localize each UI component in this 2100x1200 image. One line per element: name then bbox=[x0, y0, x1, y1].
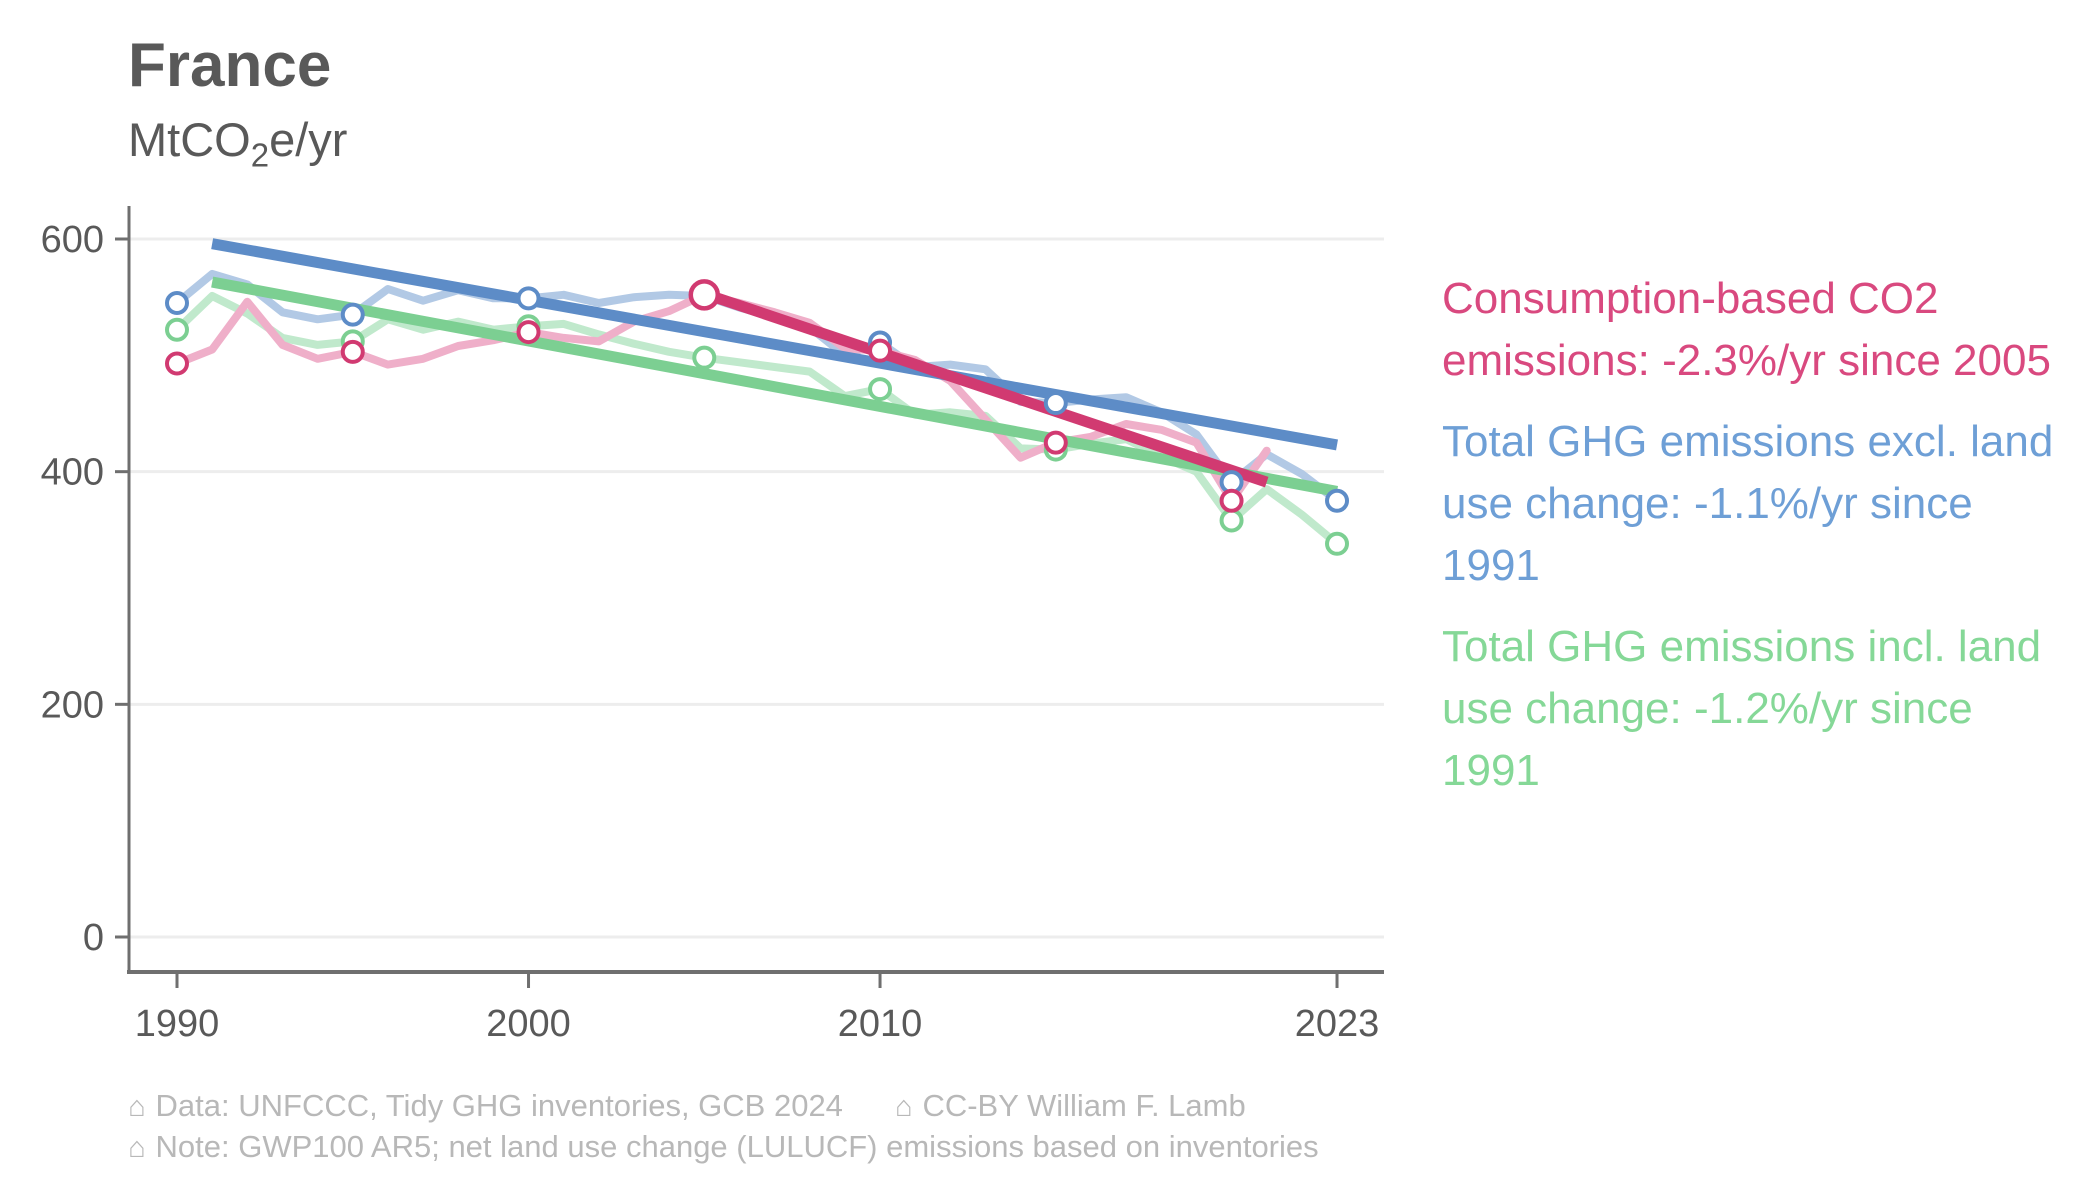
chart-legend: Consumption-based CO2 emissions: -2.3%/y… bbox=[1442, 268, 2100, 821]
legend-line: 1991 bbox=[1442, 541, 1540, 590]
legend-line: use change: -1.1%/yr since bbox=[1442, 479, 1973, 528]
data-marker-total-ghg-emissions-excl-land-use-change-1990 bbox=[165, 290, 189, 315]
data-marker-consumption-based-co2-emissions-2015 bbox=[1043, 430, 1068, 455]
units-pre: MtCO bbox=[128, 113, 251, 166]
house-icon: ⌂ bbox=[894, 1091, 913, 1123]
data-marker-consumption-based-co2-emissions-2010 bbox=[868, 338, 893, 363]
footnote-text: CC-BY William F. Lamb bbox=[922, 1088, 1246, 1123]
data-marker-consumption-based-co2-emissions-2020 bbox=[1219, 488, 1244, 513]
data-marker-total-ghg-emissions-incl-land-use-change-2005 bbox=[692, 345, 717, 370]
legend-item-consumption-co2: Consumption-based CO2 emissions: -2.3%/y… bbox=[1442, 268, 2100, 392]
data-marker-total-ghg-emissions-incl-land-use-change-2023 bbox=[1325, 531, 1350, 556]
page-title: France bbox=[128, 31, 332, 100]
data-marker-total-ghg-emissions-excl-land-use-change-2000 bbox=[516, 286, 541, 311]
trend-line-total-ghg-emissions-excl-land-use-change bbox=[211, 238, 1338, 451]
legend-line: Total GHG emissions excl. land bbox=[1442, 417, 2054, 466]
y-tick-label-600: 600 bbox=[41, 219, 104, 261]
legend-item-ghg-incl-luc: Total GHG emissions incl. land use chang… bbox=[1442, 616, 2100, 802]
legend-line: emissions: -2.3%/yr since 2005 bbox=[1442, 336, 2051, 385]
footnote-text: Note: GWP100 AR5; net land use change (L… bbox=[155, 1129, 1319, 1164]
data-marker-consumption-based-co2-emissions-2000 bbox=[516, 320, 541, 345]
x-tick-label-2023: 2023 bbox=[1295, 1003, 1380, 1045]
x-tick-label-2000: 2000 bbox=[486, 1003, 571, 1045]
trend-line-consumption-based-co2-emissions bbox=[702, 288, 1269, 488]
y-tick-label-400: 400 bbox=[41, 452, 104, 494]
data-marker-consumption-based-co2-emissions-1990 bbox=[165, 351, 189, 376]
footnote-text: Data: UNFCCC, Tidy GHG inventories, GCB … bbox=[155, 1088, 843, 1123]
x-tick-label-2010: 2010 bbox=[838, 1003, 923, 1045]
legend-line: Total GHG emissions incl. land bbox=[1442, 622, 2042, 671]
house-icon: ⌂ bbox=[128, 1132, 146, 1164]
data-marker-consumption-based-co2-emissions-1995 bbox=[340, 339, 365, 364]
legend-line: use change: -1.2%/yr since bbox=[1442, 684, 1973, 733]
footnote-license: ⌂ CC-BY William F. Lamb bbox=[895, 1088, 1246, 1123]
data-marker-total-ghg-emissions-excl-land-use-change-2015 bbox=[1043, 391, 1068, 416]
footnote-line-1: ⌂ Data: UNFCCC, Tidy GHG inventories, GCB… bbox=[128, 1086, 1319, 1127]
legend-line: Consumption-based CO2 bbox=[1442, 274, 1939, 323]
data-marker-total-ghg-emissions-incl-land-use-change-2010 bbox=[868, 377, 893, 402]
data-marker-total-ghg-emissions-excl-land-use-change-2023 bbox=[1325, 488, 1350, 513]
units-subtitle: MtCO2e/yr bbox=[128, 112, 347, 174]
data-marker-total-ghg-emissions-excl-land-use-change-1995 bbox=[340, 302, 365, 327]
units-post: e/yr bbox=[269, 113, 348, 166]
data-marker-consumption-based-co2-emissions-2005 bbox=[688, 279, 721, 311]
series-line-total-ghg-emissions-incl-land-use-change bbox=[173, 292, 1341, 548]
footnote-note: ⌂ Note: GWP100 AR5; net land use change (… bbox=[128, 1129, 1319, 1164]
legend-line: 1991 bbox=[1442, 746, 1540, 795]
legend-item-ghg-excl-luc: Total GHG emissions excl. land use chang… bbox=[1442, 411, 2100, 597]
x-tick-label-1990: 1990 bbox=[135, 1003, 220, 1045]
house-icon: ⌂ bbox=[128, 1091, 146, 1123]
data-marker-total-ghg-emissions-incl-land-use-change-1990 bbox=[165, 317, 189, 342]
y-tick-label-0: 0 bbox=[83, 917, 104, 959]
footnote-data-source: ⌂ Data: UNFCCC, Tidy GHG inventories, GCB… bbox=[128, 1088, 843, 1123]
chart-footnote: ⌂ Data: UNFCCC, Tidy GHG inventories, GCB… bbox=[128, 1086, 1319, 1168]
y-tick-label-200: 200 bbox=[41, 684, 104, 726]
trend-line-total-ghg-emissions-incl-land-use-change bbox=[211, 276, 1339, 497]
units-subscript: 2 bbox=[250, 136, 270, 174]
footnote-line-2: ⌂ Note: GWP100 AR5; net land use change (… bbox=[128, 1127, 1319, 1168]
data-marker-total-ghg-emissions-incl-land-use-change-2020 bbox=[1219, 508, 1244, 533]
